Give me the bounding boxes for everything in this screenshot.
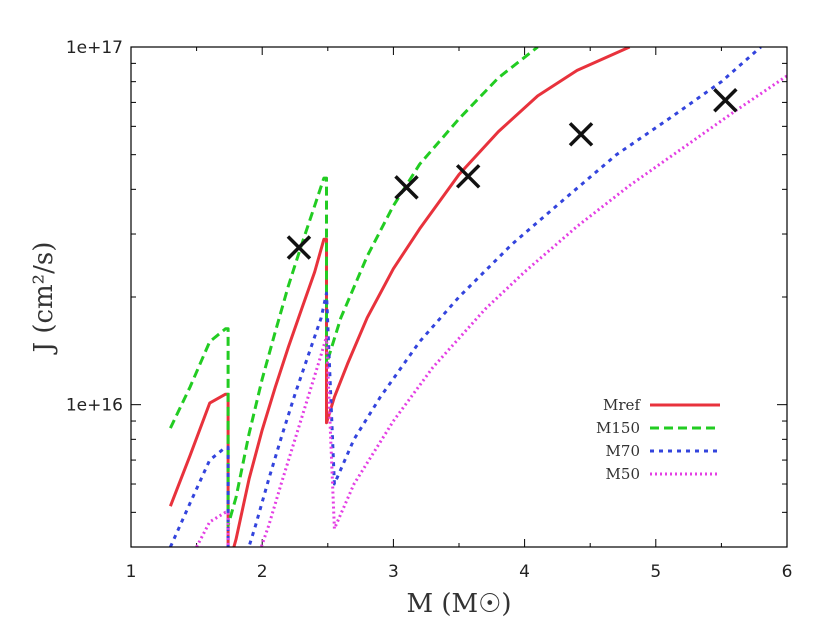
legend-label-m150: M150 — [596, 419, 640, 437]
legend-label-m70: M70 — [606, 442, 640, 460]
cross-marker-stroke — [568, 122, 594, 147]
cross-marker — [455, 164, 481, 189]
cross-marker — [394, 175, 419, 200]
legend: Mref M150 M70 M50 — [596, 396, 720, 483]
x-axis-label: M (M☉) — [406, 589, 511, 619]
series-line-m50 — [195, 74, 787, 547]
legend-label-mref: Mref — [603, 396, 641, 414]
x-tick-label: 5 — [650, 562, 661, 582]
cross-markers — [286, 87, 738, 260]
x-tick-label: 3 — [388, 562, 399, 582]
cross-marker — [713, 87, 738, 113]
y-axis-label: J (cm²/s) — [29, 242, 59, 356]
cross-marker — [286, 235, 312, 260]
cross-marker — [568, 122, 594, 147]
cross-marker-stroke — [713, 87, 738, 113]
legend-label-m50: M50 — [606, 465, 640, 483]
series-line-m150 — [169, 47, 539, 527]
x-tick-label: 1 — [126, 562, 137, 582]
series-line-m70 — [169, 47, 762, 547]
data-series — [169, 47, 787, 547]
x-tick-label: 6 — [782, 562, 793, 582]
series-line-mref — [169, 47, 631, 547]
plot-frame — [130, 46, 788, 548]
cross-marker-stroke — [286, 235, 312, 260]
tick-labels: 1 2 3 4 5 6 1e+16 1e+17 — [66, 38, 793, 582]
x-tick-label: 2 — [257, 562, 268, 582]
y-tick-label: 1e+16 — [66, 396, 123, 416]
cross-marker-stroke — [455, 164, 481, 189]
y-tick-label: 1e+17 — [66, 38, 123, 58]
x-tick-label: 4 — [519, 562, 530, 582]
axis-labels: M (M☉) J (cm²/s) — [29, 242, 512, 619]
cross-marker-stroke — [394, 175, 419, 200]
